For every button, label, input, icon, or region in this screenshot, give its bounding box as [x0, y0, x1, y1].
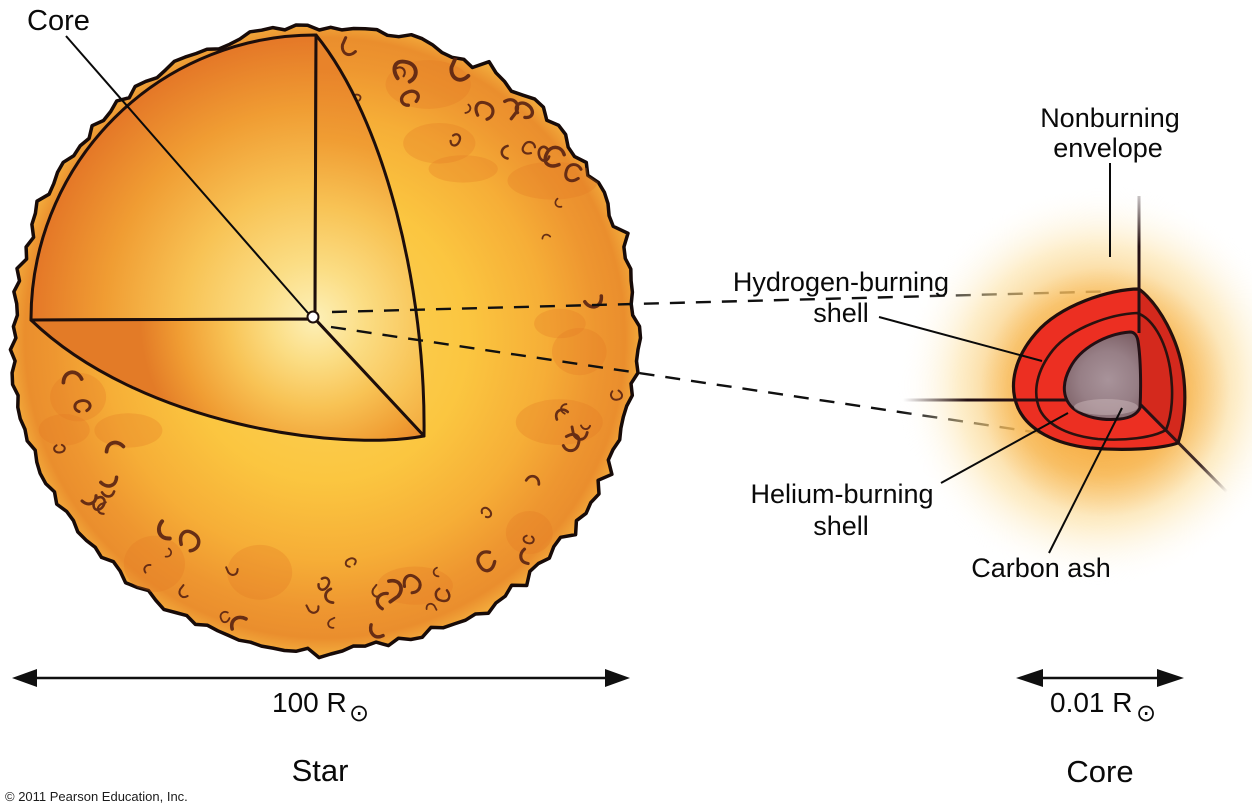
- core-closeup-illustration: [878, 163, 1252, 585]
- helium-shell-leader-line: [940, 412, 1069, 484]
- cutaway-face-horizontal: [29, 317, 426, 442]
- shell-right-cut-shading: [1139, 289, 1185, 443]
- cutaway-face-vertical-left: [29, 33, 318, 322]
- arrowhead-left-icon: [12, 669, 37, 687]
- core-callout-label: Core: [27, 5, 90, 37]
- helium-burning-shell-ring: [1034, 311, 1174, 441]
- carbon-ash-core-shape: [1062, 330, 1143, 421]
- arrowhead-right-icon: [605, 669, 630, 687]
- star-scale-arrow: [12, 669, 630, 687]
- surface-mottling: [38, 60, 607, 605]
- copyright-notice: © 2011 Pearson Education, Inc.: [5, 789, 188, 804]
- hydrogen-shell-label-line1: Hydrogen-burning: [733, 267, 949, 297]
- hydrogen-shell-leader-line: [878, 316, 1043, 362]
- tiny-core-dot: [306, 310, 320, 324]
- carbon-ash-leader-line: [1048, 407, 1123, 554]
- sun-symbol-icon: ⊙: [349, 699, 369, 727]
- nonburning-envelope-label-line2: envelope: [1053, 133, 1163, 163]
- helium-shell-label-line1: Helium-burning: [750, 479, 933, 509]
- carbon-ash-label: Carbon ash: [971, 553, 1111, 583]
- core-scale-value: 0.01 R: [1050, 687, 1133, 718]
- sun-symbol-icon: ⊙: [1136, 699, 1156, 727]
- core-scale-arrow: [1016, 669, 1184, 687]
- star-caption: Star: [292, 753, 349, 788]
- arrowhead-right-icon: [1157, 669, 1184, 687]
- convection-squiggle-texture: [53, 36, 623, 639]
- core-leader-lines: [878, 163, 1123, 554]
- star-scale-value: 100 R: [272, 687, 347, 718]
- core-cut-line-diagonal: [1138, 402, 1229, 494]
- arrowhead-left-icon: [1016, 669, 1043, 687]
- nonburning-envelope-label-line1: Nonburning: [1040, 103, 1180, 133]
- carbon-core-bottom-face-highlight: [1074, 399, 1138, 415]
- helium-shell-label-line2: shell: [813, 511, 869, 541]
- star-cutaway-illustration: [8, 23, 643, 660]
- core-callout-leader-line: [65, 35, 309, 314]
- core-caption: Core: [1066, 754, 1133, 789]
- hydrogen-shell-label-line2: shell: [813, 298, 869, 328]
